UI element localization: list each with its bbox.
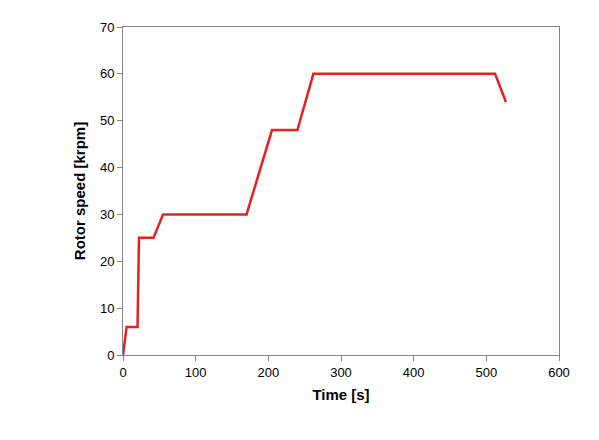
svg-text:70: 70 xyxy=(100,20,114,35)
svg-text:500: 500 xyxy=(475,365,497,380)
svg-text:60: 60 xyxy=(100,66,114,81)
svg-text:20: 20 xyxy=(100,254,114,269)
svg-text:50: 50 xyxy=(100,113,114,128)
svg-text:30: 30 xyxy=(100,207,114,222)
svg-text:0: 0 xyxy=(119,365,126,380)
svg-text:Rotor speed [krpm]: Rotor speed [krpm] xyxy=(71,122,88,260)
svg-text:40: 40 xyxy=(100,160,114,175)
svg-text:Time [s]: Time [s] xyxy=(312,386,369,403)
svg-text:200: 200 xyxy=(257,365,279,380)
svg-text:10: 10 xyxy=(100,301,114,316)
svg-text:600: 600 xyxy=(548,365,570,380)
svg-text:0: 0 xyxy=(107,348,114,363)
svg-text:100: 100 xyxy=(185,365,207,380)
svg-text:400: 400 xyxy=(403,365,425,380)
svg-text:300: 300 xyxy=(330,365,352,380)
